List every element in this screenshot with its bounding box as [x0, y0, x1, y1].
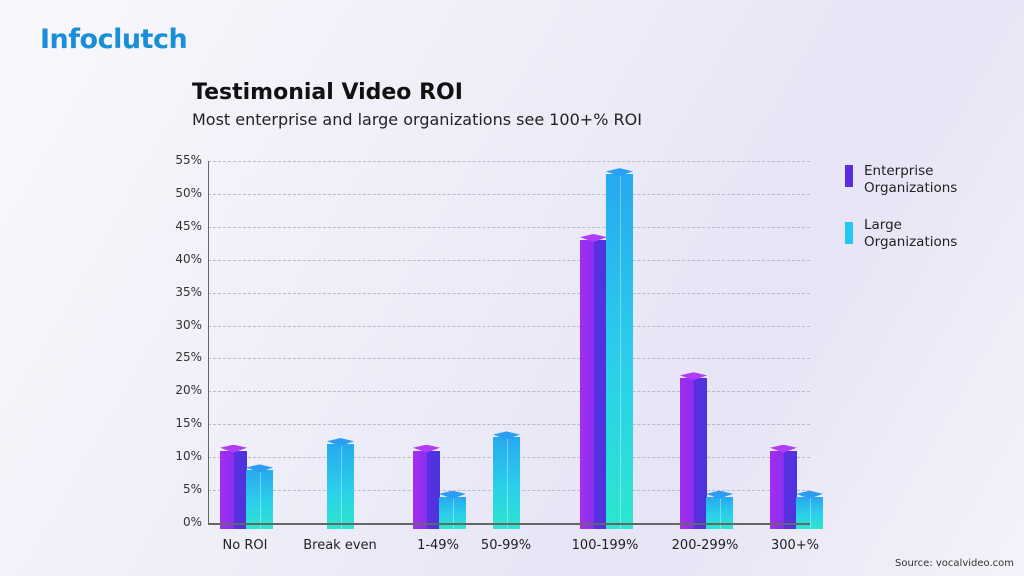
gridline — [208, 424, 810, 426]
y-tick-label: 35% — [175, 284, 202, 299]
legend-item-enterprise: Enterprise Organizations — [864, 163, 957, 197]
bar-enterprise — [770, 444, 797, 529]
y-tick-label: 50% — [175, 185, 202, 200]
gridline — [208, 226, 810, 228]
y-tick-label: 30% — [175, 317, 202, 332]
bar-enterprise — [413, 444, 440, 529]
y-tick-label: 5% — [182, 482, 202, 497]
x-axis-line — [208, 523, 810, 525]
y-tick-label: 10% — [175, 449, 202, 464]
legend-item-large: Large Organizations — [864, 217, 957, 251]
bar-enterprise — [220, 444, 247, 529]
bar-large — [246, 464, 273, 529]
gridline — [208, 161, 810, 162]
x-tick-label: 50-99% — [480, 538, 532, 553]
legend-label-line2: Organizations — [864, 180, 958, 196]
gridline — [208, 325, 810, 327]
y-tick-label: 25% — [175, 350, 202, 365]
source-note: Source: vocalvideo.com — [894, 558, 1014, 569]
y-tick-label: 15% — [175, 416, 202, 431]
y-tick-label: 20% — [175, 383, 202, 398]
x-tick-label: 1-49% — [417, 538, 459, 553]
y-axis-line — [208, 161, 209, 524]
gridline — [208, 259, 810, 261]
bar-large — [327, 438, 354, 529]
gridline — [208, 358, 810, 360]
x-tick-label: 100-199% — [571, 538, 639, 553]
y-tick-label: 0% — [182, 515, 202, 529]
chart-subtitle: Most enterprise and large organizations … — [192, 110, 642, 129]
y-tick-label: 55% — [175, 153, 202, 167]
y-tick-label: 45% — [175, 218, 202, 233]
legend-label-line1: Enterprise — [864, 163, 934, 179]
gridline — [208, 292, 810, 294]
y-tick-label: 40% — [175, 251, 202, 266]
bar-large — [493, 431, 520, 529]
x-tick-label: No ROI — [222, 538, 268, 553]
chart-title: Testimonial Video ROI — [192, 80, 463, 105]
bar-enterprise — [680, 372, 707, 529]
x-tick-label: 200-299% — [671, 538, 739, 553]
legend-label-line2: Organizations — [864, 234, 958, 250]
legend-swatch-large — [845, 222, 853, 244]
x-tick-label: 300+% — [770, 538, 820, 553]
gridline — [208, 391, 810, 393]
legend-swatch-enterprise — [845, 165, 853, 187]
infoclutch-logo: Infoclutch — [40, 24, 188, 55]
x-tick-label: Break even — [303, 538, 377, 553]
bar-large — [606, 168, 633, 529]
legend-label-line1: Large — [864, 217, 902, 233]
bar-enterprise — [580, 233, 607, 529]
gridline — [208, 193, 810, 195]
